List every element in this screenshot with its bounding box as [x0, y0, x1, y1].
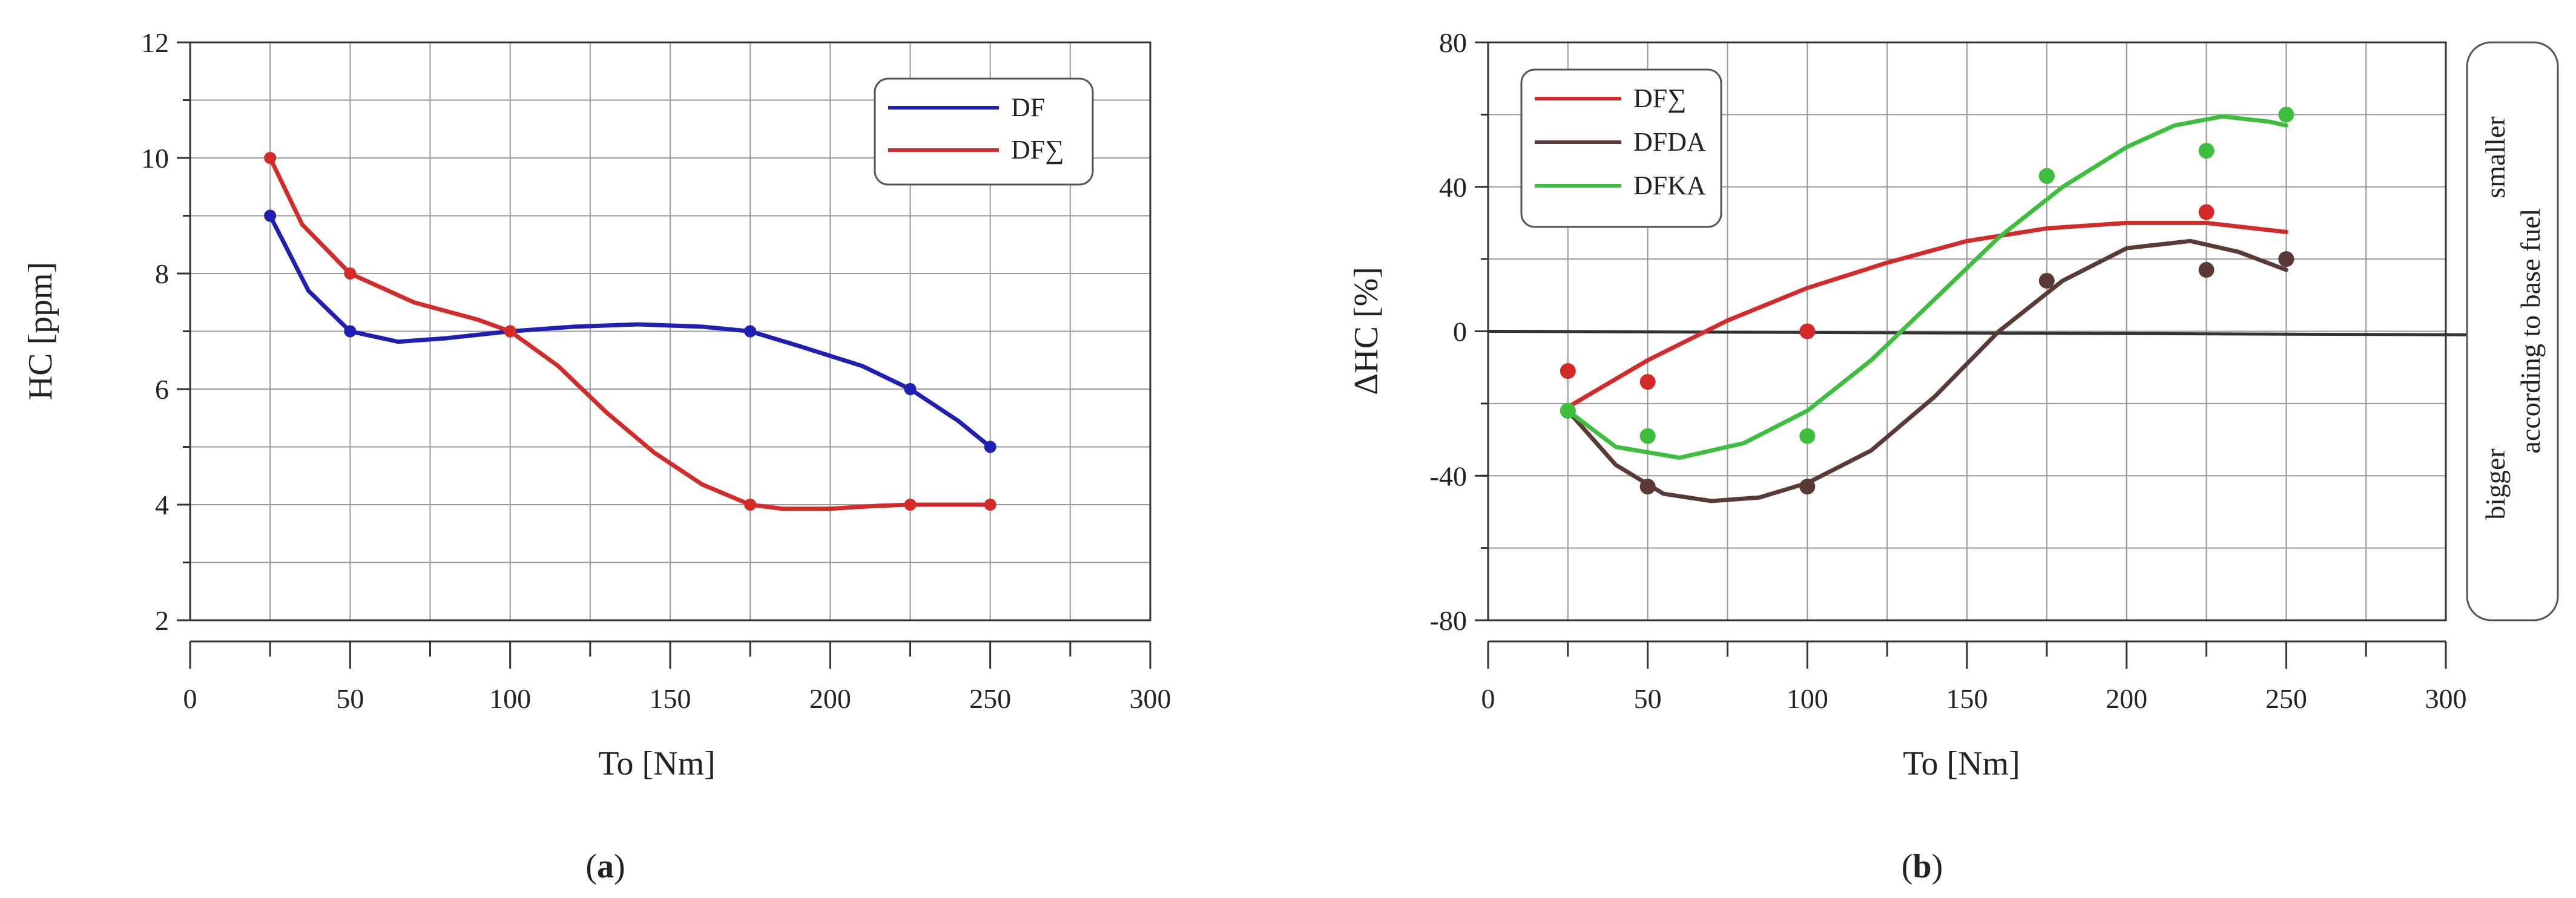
- y-tick-label: 10: [141, 143, 169, 174]
- data-point-DF∑: [984, 499, 996, 511]
- data-point-DFDA: [2198, 262, 2215, 278]
- data-point-DFKA: [1639, 428, 1656, 444]
- y-tick-label: 0: [1453, 316, 1467, 347]
- legend-label: DF∑: [1011, 135, 1064, 165]
- data-point-DFDA: [2038, 272, 2055, 289]
- x-tick-label: 100: [489, 683, 531, 714]
- x-tick-label: 250: [969, 683, 1011, 714]
- series-line-DF∑: [1566, 220, 2288, 410]
- annotation-box: [2466, 41, 2559, 621]
- annotation-smaller: smaller: [2480, 116, 2511, 198]
- panel-label: (a): [585, 848, 625, 885]
- x-tick-label: 0: [183, 683, 197, 714]
- data-point-DF: [904, 383, 917, 395]
- data-point-DF∑: [344, 267, 357, 280]
- legend-label: DFDA: [1633, 127, 1706, 157]
- data-point-DFKA: [1799, 428, 1816, 444]
- data-point-DF∑: [1560, 363, 1576, 379]
- y-tick-label: -40: [1430, 460, 1467, 491]
- series-line-DF: [268, 214, 993, 449]
- data-point-DF: [264, 209, 277, 222]
- x-axis-label: To [Nm]: [1903, 745, 2020, 782]
- data-point-DFDA: [2278, 251, 2294, 267]
- chart-panel-a: 2 4 6 8 10 12 0 50 100 150 200 250 300 To [Nm] HC [ppm…: [22, 27, 1171, 885]
- data-point-DFDA: [1799, 479, 1816, 495]
- chart-panel-b: -80 -40 0 40 80 0 50 100 150 200 250 300 To [Nm] ΔHC …: [1348, 27, 2559, 885]
- data-point-DF: [744, 325, 757, 338]
- y-tick-label: 80: [1439, 27, 1467, 58]
- x-axis-label: To [Nm]: [598, 745, 716, 782]
- x-tick-label: 250: [2265, 683, 2307, 714]
- legend-label: DF: [1011, 93, 1045, 122]
- y-tick-label: -80: [1430, 605, 1467, 636]
- annotation-bigger: bigger: [2480, 448, 2511, 520]
- data-point-DF∑: [744, 499, 757, 511]
- y-tick-label: 40: [1439, 172, 1467, 203]
- legend-label: DF∑: [1633, 84, 1687, 113]
- x-tick-label: 50: [336, 683, 364, 714]
- x-tick-label: 0: [1481, 683, 1495, 714]
- data-point-DF∑: [504, 325, 516, 338]
- data-point-DF∑: [1639, 374, 1656, 390]
- data-point-DF∑: [2198, 204, 2215, 220]
- x-tick-label: 300: [2425, 683, 2467, 714]
- x-tick-label: 200: [2106, 683, 2147, 714]
- data-point-DFKA: [2198, 143, 2215, 159]
- panel-label: (b): [1902, 848, 1943, 885]
- data-point-DF: [344, 325, 357, 338]
- data-point-DFDA: [1639, 479, 1656, 495]
- y-tick-label: 6: [155, 374, 169, 405]
- legend-box: [874, 77, 1094, 186]
- y-tick-label: 12: [141, 27, 169, 58]
- y-axis-label: ΔHC [%]: [1348, 267, 1385, 395]
- x-tick-label: 300: [1130, 683, 1171, 714]
- x-tick-label: 100: [1787, 683, 1828, 714]
- data-point-DFKA: [2038, 168, 2055, 184]
- y-axis-label: HC [ppm]: [22, 262, 59, 401]
- data-point-DF: [984, 441, 996, 453]
- x-tick-label: 200: [809, 683, 851, 714]
- data-point-DF∑: [1799, 323, 1816, 339]
- data-point-DF∑: [264, 152, 277, 164]
- x-tick-label: 50: [1634, 683, 1662, 714]
- series-line-DF∑: [268, 156, 993, 511]
- annotation-reference: according to base fuel: [2515, 209, 2546, 454]
- y-tick-label: 8: [155, 258, 169, 289]
- data-point-DF∑: [904, 499, 917, 511]
- series-line-DFKA: [1566, 114, 2288, 460]
- y-tick-label: 4: [155, 490, 169, 520]
- y-tick-label: 2: [155, 605, 169, 636]
- x-tick-label: 150: [650, 683, 691, 714]
- data-point-DFKA: [2278, 107, 2294, 123]
- series-line-DFDA: [1566, 238, 2288, 503]
- x-tick-label: 150: [1946, 683, 1988, 714]
- data-point-DFKA: [1560, 402, 1576, 419]
- legend-label: DFKA: [1633, 171, 1706, 200]
